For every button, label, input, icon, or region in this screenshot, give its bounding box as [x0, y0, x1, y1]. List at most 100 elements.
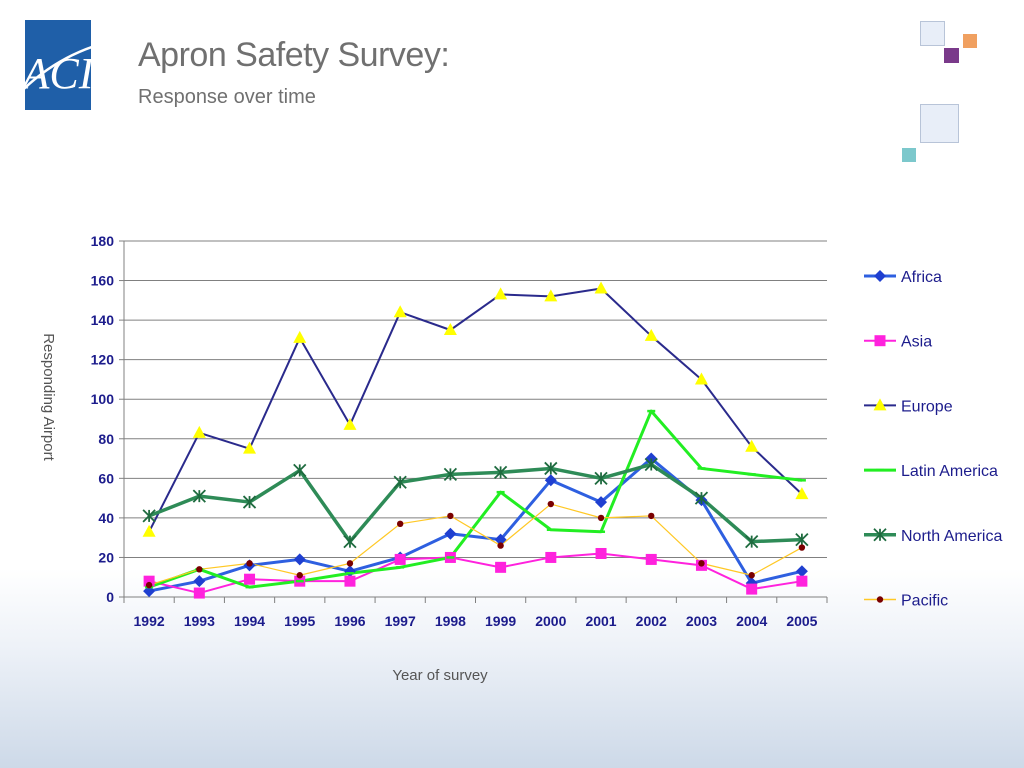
data-point-pacific	[447, 512, 454, 520]
x-tick-label: 2004	[736, 613, 767, 629]
data-point-europe	[142, 524, 156, 537]
x-tick-label: 1993	[184, 613, 215, 629]
slide-subtitle: Response over time	[138, 86, 316, 108]
data-point-europe	[393, 305, 407, 318]
data-point-asia	[645, 553, 657, 565]
data-point-pacific	[648, 512, 655, 520]
deco-square-purple	[944, 48, 959, 63]
data-point-pacific	[698, 560, 705, 567]
data-point-europe	[243, 441, 257, 454]
data-point-europe	[594, 281, 608, 294]
legend-label: North America	[901, 528, 1002, 545]
data-point-pacific	[196, 566, 203, 573]
data-point-pacific	[145, 581, 153, 589]
data-point-north-america	[343, 534, 357, 549]
data-point-europe	[644, 328, 658, 341]
deco-square-light-2	[920, 104, 959, 143]
aci-logo-text: ACI	[20, 49, 96, 98]
series-line-asia	[148, 552, 803, 595]
series-line-europe	[148, 287, 803, 533]
y-axis-title: Responding Airport	[40, 333, 57, 461]
data-point-north-america	[745, 534, 759, 549]
data-point-africa	[343, 565, 356, 578]
data-point-africa	[193, 575, 206, 588]
data-point-africa	[544, 474, 557, 487]
data-point-north-america	[493, 465, 508, 480]
data-point-north-america	[795, 533, 809, 547]
y-tick-label: 80	[98, 431, 114, 447]
data-point-north-america	[242, 495, 257, 509]
legend-label: Pacific	[901, 593, 948, 610]
data-point-europe	[343, 417, 357, 430]
data-point-north-america	[644, 457, 658, 472]
data-point-africa	[444, 527, 457, 540]
y-tick-label: 180	[91, 233, 115, 249]
y-tick-label: 20	[98, 549, 114, 565]
data-point-europe	[192, 425, 206, 438]
slide-title: Apron Safety Survey:	[138, 36, 450, 74]
legend-swatch-marker	[873, 528, 887, 542]
y-tick-label: 120	[91, 352, 115, 368]
x-tick-label: 2000	[535, 613, 566, 629]
y-tick-label: 140	[91, 312, 115, 328]
data-point-europe	[795, 487, 809, 500]
x-tick-label: 2001	[585, 613, 616, 629]
data-point-north-america	[142, 509, 156, 523]
data-point-africa	[494, 533, 507, 546]
data-point-north-america	[544, 461, 558, 476]
data-point-asia	[193, 587, 205, 599]
data-point-asia	[545, 551, 557, 563]
y-tick-label: 60	[98, 470, 114, 486]
data-point-africa	[595, 496, 608, 509]
data-point-europe	[745, 439, 759, 452]
data-point-asia	[344, 575, 356, 587]
data-point-pacific	[748, 572, 755, 579]
y-tick-label: 40	[98, 510, 114, 526]
legend: Africa Asia Europe Latin America North Ameri…	[864, 269, 1002, 610]
series-line-pacific	[148, 503, 803, 586]
x-tick-label: 1999	[485, 613, 516, 629]
x-tick-label: 1994	[234, 613, 265, 629]
legend-item-africa: Africa	[864, 269, 942, 286]
x-tick-label: 1998	[435, 613, 466, 629]
data-point-pacific	[396, 520, 404, 528]
x-tick-label: 1992	[134, 613, 165, 629]
axes	[119, 240, 828, 603]
data-point-pacific	[597, 514, 605, 522]
data-point-pacific	[798, 544, 806, 551]
legend-swatch-marker	[876, 596, 884, 603]
data-point-europe	[494, 287, 508, 300]
data-point-asia	[394, 553, 406, 565]
data-point-north-america	[393, 475, 407, 489]
deco-square-teal	[902, 148, 916, 162]
data-point-north-america	[694, 491, 709, 505]
data-point-north-america	[443, 467, 458, 482]
data-point-north-america	[594, 471, 608, 485]
data-point-asia	[143, 575, 155, 587]
legend-label: Latin America	[901, 463, 998, 480]
legend-swatch-marker	[874, 270, 886, 282]
y-tick-label: 0	[106, 589, 114, 605]
aci-logo-badge	[25, 20, 91, 110]
legend-swatch-marker	[874, 335, 886, 347]
y-tick-label: 100	[91, 391, 115, 407]
data-point-pacific	[246, 560, 253, 567]
data-point-europe	[694, 372, 708, 385]
data-point-pacific	[296, 572, 303, 579]
deco-square-orange	[963, 34, 977, 48]
x-tick-label: 1997	[385, 613, 416, 629]
data-point-europe	[293, 330, 307, 343]
legend-label: Africa	[901, 269, 942, 286]
x-tick-label: 1995	[284, 613, 315, 629]
data-point-north-america	[192, 489, 206, 503]
data-point-asia	[595, 547, 607, 559]
x-tick-label: 2005	[786, 613, 817, 629]
x-axis-title: Year of survey	[392, 667, 488, 684]
data-point-pacific	[346, 560, 354, 567]
gridlines	[124, 240, 827, 558]
data-point-asia	[796, 575, 808, 587]
legend-item-europe: Europe	[864, 398, 953, 415]
data-point-asia	[244, 573, 256, 585]
x-tick-label: 2003	[686, 613, 717, 629]
